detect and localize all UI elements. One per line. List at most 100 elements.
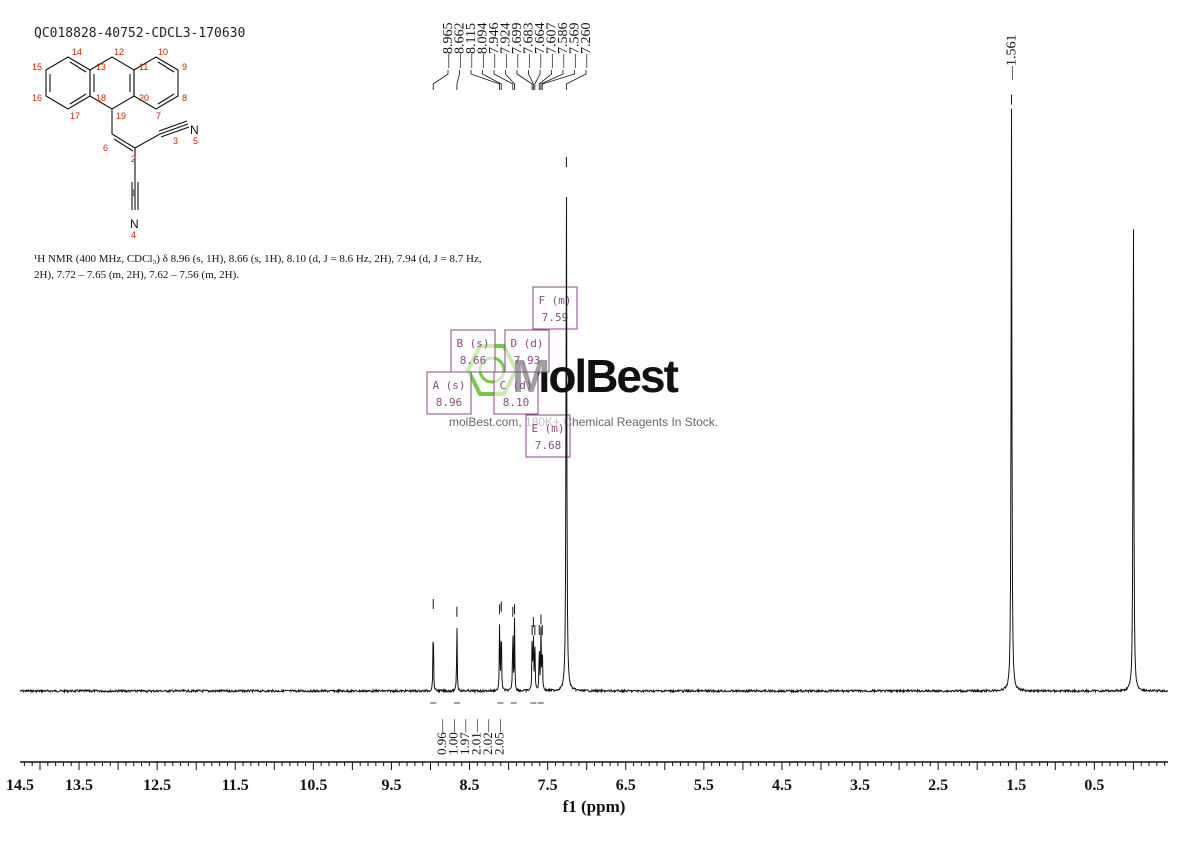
atom-number: 9 [182,62,187,72]
tick-label: 0.5 [1084,777,1104,794]
multiplet-type: B (s) [456,337,489,350]
peak-label-leader [538,70,552,90]
peak-label-leader [565,70,587,90]
peak-label: —8.662 [453,23,468,90]
integral: 0.96— [430,702,449,755]
peak-label-leader [528,70,534,90]
tick-label: 14.5 [6,777,34,794]
atom-number: 6 [103,143,108,153]
peak-label-text: —7.683 [522,23,537,70]
nitrogen-label: N [190,123,199,137]
peak-label: —7.946 [487,23,514,90]
integral-layer: 0.96—1.00—1.97—2.01—2.02—2.05— [430,702,544,755]
peak-label-text: —7.664 [533,23,548,70]
tick-label: 10.5 [299,777,327,794]
atom-numbers: 14 12 10 15 13 11 9 16 18 20 8 17 19 7 6… [32,47,199,240]
peak-label-leader [516,70,533,90]
peak-label: —7.699 [510,23,533,90]
atom-number: 10 [158,47,168,57]
atom-number: 12 [114,47,124,57]
atom-number: 7 [156,111,161,121]
peak-label: —7.586 [540,23,571,90]
sample-id: QC018828-40752-CDCL3-170630 [34,26,245,41]
multiplet-value: 8.10 [503,396,530,409]
multiplet-box-frame [532,286,578,330]
peak-label-leader [534,70,541,90]
multiplet-box: A (s) 8.96 [426,371,472,415]
atom-number: 8 [182,93,187,103]
integral: 2.01— [469,702,517,755]
multiplet-box: D (d) 7.93 [504,329,550,373]
multiplet-type: D (d) [510,337,543,350]
integral: 1.97— [457,702,504,755]
watermark-tagline: molBest.com, 180K+ Chemical Reagents In … [449,415,718,429]
peak-label: —7.664 [533,23,548,90]
multiplet-box: E (m) 7.68 [525,414,571,458]
peak-label: —7.569 [541,23,583,90]
chemical-structure [45,56,190,210]
integral-value: 0.96— [434,718,449,755]
tick-label: 4.5 [772,777,792,794]
tick-label: 2.5 [928,777,948,794]
peak-label-text: —7.260 [579,23,594,70]
peak-label-text: —8.965 [441,23,456,70]
multiplet-value: 7.68 [535,439,562,452]
nitrogen-label: N [130,217,139,231]
tick-label: 3.5 [850,777,870,794]
tick-label: 5.5 [694,777,714,794]
peak-label-leader [432,70,449,90]
peak-label: —7.607 [538,23,560,90]
peak-label-text: —8.115 [464,23,479,69]
atom-number: 1 [131,188,136,198]
multiplet-box-frame [504,329,550,373]
multiplet-box-frame [426,371,472,415]
peak-label-text: —1.561 [1004,35,1019,82]
benzene-ring-left [45,56,91,110]
peak-label-text: —7.586 [556,23,571,70]
peak-label-leader [505,70,515,90]
atom-number: 15 [32,62,42,72]
peak-label: —7.260 [565,23,594,90]
atom-number: 2 [131,154,136,164]
peak-label: —8.094 [476,23,502,90]
integral-value: 2.02— [480,718,495,755]
x-axis-title: f1 (ppm) [563,797,626,816]
peak-label-text: —7.924 [499,23,514,70]
multiplet-box: C (d) 8.10 [493,371,539,415]
peak-label-leader [482,70,502,90]
tick-label: 13.5 [65,777,93,794]
atom-number: 3 [173,136,178,146]
peak-label-text: —8.662 [453,23,468,70]
peak-label-leader [493,70,514,90]
benzene-ring-right [133,56,179,110]
integral: 1.00— [446,702,461,755]
multiplet-value: 8.66 [460,354,487,367]
integral: 2.02— [480,702,537,755]
peak-label-leader [456,70,460,90]
spectrum-trace [19,108,1169,695]
peak-label-text: —7.569 [568,23,583,70]
peak-label-text: —7.946 [487,23,502,70]
multiplet-value: 7.59 [542,311,569,324]
multiplet-box: F (m) 7.59 [532,286,578,330]
nmr-description-line-2: 2H), 7.72 – 7.65 (m, 2H), 7.62 – 7.56 (m… [34,269,239,281]
atom-number: 4 [131,230,136,240]
peak-label: —7.924 [499,23,515,90]
peak-label: —1.561 [1004,35,1019,82]
multiplet-type: E (m) [531,422,564,435]
atom-number: 14 [72,47,82,57]
atom-number: 13 [96,62,106,72]
multiplet-type: F (m) [538,294,571,307]
multiplet-box: B (s) 8.66 [450,329,496,373]
peak-label-text: —7.699 [510,23,525,70]
multiplet-type: A (s) [432,379,465,392]
multiplet-type: C (d) [499,379,532,392]
atom-number: 5 [193,136,198,146]
atom-number: 19 [116,111,126,121]
peak-label-leader [470,70,501,90]
tick-label: 6.5 [616,777,636,794]
integral-value: 2.01— [469,718,484,755]
peak-label: —8.115 [464,23,501,90]
multiplet-box-frame [450,329,496,373]
